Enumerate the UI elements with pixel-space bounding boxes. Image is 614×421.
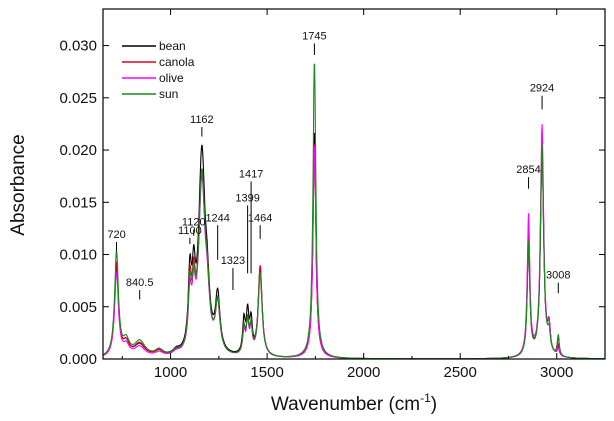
x-tick-label: 2500	[444, 364, 477, 381]
axis-ticks: 1000 1500 2000 2500 3000 0.000 0.005 0.010 0.015…	[59, 9, 606, 381]
peak-label-1244: 1244	[205, 212, 229, 224]
peak-label-3008: 3008	[546, 270, 570, 282]
peak-label-1399: 1399	[235, 192, 259, 204]
peak-label-840.5: 840.5	[126, 277, 154, 289]
peak-label-1100: 1100	[178, 225, 202, 237]
y-tick-label: 0.005	[59, 299, 97, 316]
peak-label-1417: 1417	[239, 168, 263, 180]
y-tick-label: 0.000	[59, 351, 97, 368]
y-tick-label: 0.025	[59, 90, 97, 107]
x-axis-title: Wavenumber (cm-1)	[271, 391, 437, 415]
legend-label-bean: bean	[159, 39, 186, 53]
y-tick-label: 0.020	[59, 142, 97, 159]
legend-label-sun: sun	[159, 87, 178, 101]
peak-label-1162: 1162	[190, 114, 214, 126]
y-axis-title: Absorbance	[8, 134, 29, 235]
peak-label-2854: 2854	[516, 164, 540, 176]
y-tick-label: 0.010	[59, 247, 97, 264]
peak-label-1120: 1120	[182, 216, 206, 228]
y-tick-label: 0.030	[59, 38, 97, 55]
x-tick-label: 3000	[540, 364, 573, 381]
peak-label-2924: 2924	[530, 83, 554, 95]
peak-label-1745: 1745	[302, 30, 326, 42]
y-tick-label: 0.015	[59, 194, 97, 211]
legend-label-olive: olive	[159, 71, 184, 85]
x-tick-label: 1500	[250, 364, 283, 381]
legend-label-canola: canola	[159, 55, 195, 69]
peak-label-720: 720	[107, 229, 125, 241]
peak-label-1464: 1464	[248, 212, 272, 224]
plot-frame	[102, 8, 606, 360]
legend: bean canola olive sun	[122, 39, 195, 101]
x-tick-label: 1000	[154, 364, 187, 381]
series-layer	[102, 63, 605, 360]
peak-label-1323: 1323	[221, 255, 245, 267]
series-line-sun	[102, 63, 605, 360]
x-tick-label: 2000	[347, 364, 380, 381]
